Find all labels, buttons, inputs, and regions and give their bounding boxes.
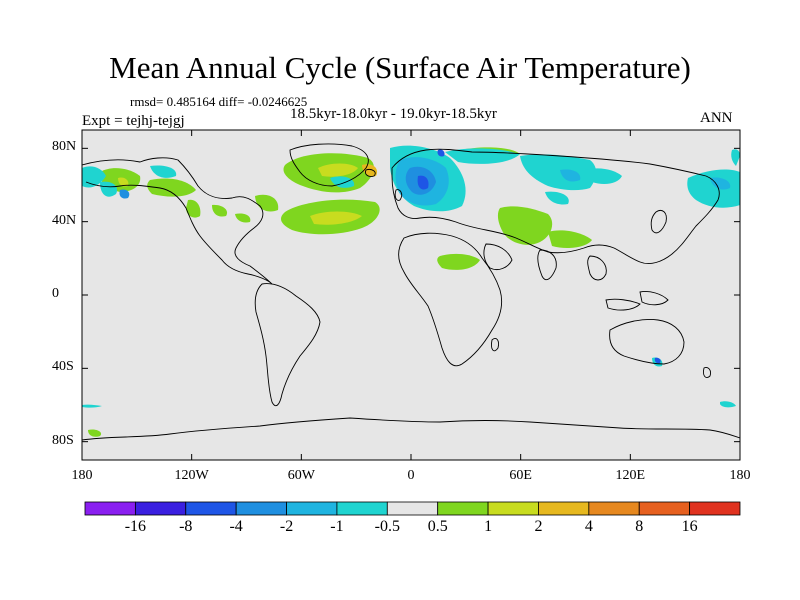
lat-tick-label: 40S [52, 359, 74, 375]
colorbar-level-label: -1 [330, 518, 344, 535]
season-label: ANN [700, 110, 733, 126]
period-line: 18.5kyr-18.0kyr - 19.0kyr-18.5kyr [290, 106, 497, 122]
colorbar-level-label: -8 [179, 518, 193, 535]
colorbar-level-label: -16 [124, 518, 147, 535]
lon-tick-label: 60W [287, 468, 315, 483]
lat-tick-label: 40N [52, 212, 77, 228]
experiment-line: Expt = tejhj-tejgj [82, 113, 185, 129]
colorbar-level-label: 8 [635, 518, 644, 535]
colorbar-level-label: -2 [279, 518, 294, 535]
colorbar-level-label: 0.5 [427, 518, 448, 535]
colorbar-swatch [437, 501, 489, 516]
colorbar-level-label: 1 [484, 518, 493, 535]
colorbar-swatch [538, 501, 590, 516]
lat-tick-label: 0 [52, 286, 59, 301]
colorbar-swatch [588, 501, 640, 516]
lon-tick-label: 180 [71, 468, 93, 483]
chart-title: Mean Annual Cycle (Surface Air Temperatu… [109, 50, 691, 85]
lon-tick-label: 0 [407, 468, 415, 483]
colorbar-level-label: -4 [229, 518, 243, 535]
colorbar-swatch [638, 501, 691, 516]
colorbar-swatch [286, 501, 338, 516]
anomaly-layer [82, 145, 740, 437]
colorbar-swatch [185, 501, 237, 516]
stats-line: rmsd= 0.485164 diff= -0.0246625 [130, 94, 308, 109]
colorbar-swatch [689, 501, 741, 516]
lat-tick-label: 80S [52, 432, 74, 448]
colorbar-level-label: 4 [584, 518, 593, 535]
colorbar-swatch [134, 501, 187, 516]
colorbar-level-label: 16 [681, 518, 698, 535]
lon-tick-label: 60E [509, 468, 532, 483]
colorbar-swatch [386, 501, 439, 516]
lat-tick-label: 80N [52, 139, 77, 155]
lon-tick-label: 180 [729, 468, 751, 483]
anomaly-hot-cores [118, 163, 378, 225]
lon-tick-label: 120W [174, 468, 209, 483]
colorbar-level-label: -0.5 [374, 518, 400, 535]
lon-tick-label: 120E [615, 468, 646, 483]
anomaly-cold-regions [119, 149, 731, 364]
colorbar-swatch [487, 501, 539, 516]
tick-marks [81, 130, 741, 460]
colorbar-swatch [336, 501, 388, 516]
colorbar-swatch [84, 501, 136, 516]
coastlines [82, 143, 740, 441]
colorbar-swatch [235, 501, 287, 516]
colorbar-level-label: 2 [534, 518, 543, 535]
